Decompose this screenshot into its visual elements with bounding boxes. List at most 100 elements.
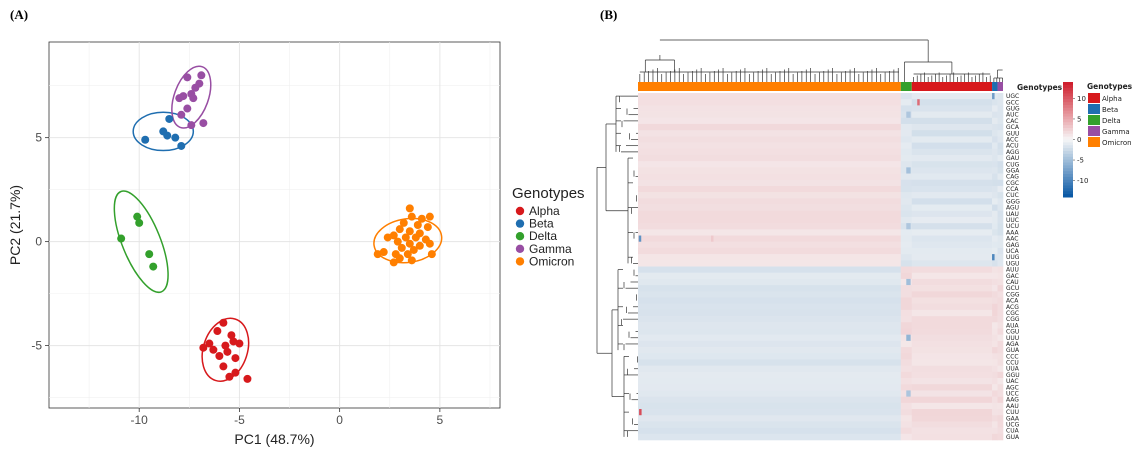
heatmap-cell [638, 161, 902, 168]
point-beta [165, 114, 174, 123]
heatmap-cell [997, 365, 1004, 373]
heatmap-cell [900, 154, 913, 162]
heatmap-cell [997, 260, 1004, 267]
heatmap-cell [900, 303, 913, 311]
heatmap-cell [997, 328, 1004, 335]
heatmap-cell [992, 198, 998, 205]
row-label: ACG [1006, 304, 1019, 311]
point-alpha [215, 352, 224, 361]
colorbar-tick-label: 5 [1077, 115, 1081, 123]
heatmap-cell [997, 378, 1004, 385]
heatmap-cell [638, 285, 902, 292]
heatmap-cell [911, 216, 993, 224]
point-omicron [405, 227, 414, 236]
heatmap-cell [992, 409, 998, 416]
heatmap-cell [911, 309, 993, 317]
point-gamma [187, 121, 196, 130]
heatmap-row-labels: UGCGCCGUGAUCCACGCAGUUACCACUAGGGAUCUGGGAC… [1006, 93, 1020, 441]
heatmap-cell [997, 309, 1004, 317]
point-gamma [177, 110, 186, 119]
heatmap-cell [992, 216, 998, 224]
heatmap-cell [906, 167, 911, 174]
heatmap-cell [911, 247, 993, 255]
heatmap-cell [992, 303, 998, 311]
row-label: GAA [1006, 415, 1020, 422]
heatmap-cell [992, 402, 998, 410]
heatmap-cell [900, 192, 913, 199]
row-label: CGU [1006, 329, 1019, 336]
heatmap-cell [900, 216, 913, 224]
heatmap-cell [997, 105, 1004, 112]
heatmap-cell [997, 272, 1004, 280]
point-omicron [405, 204, 414, 213]
legend-label-omicron: Omicron [529, 254, 574, 268]
heatmap-cell [638, 421, 902, 428]
heatmap-cell [911, 322, 993, 329]
colorbar-step [1063, 90, 1073, 94]
point-omicron [379, 248, 388, 257]
row-label: AUA [1006, 322, 1019, 329]
colorbar-step [1063, 107, 1073, 112]
heatmap-cell [992, 427, 998, 435]
heatmap-cell [900, 365, 913, 373]
row-label: CGC [1006, 180, 1019, 187]
colorbar-step [1063, 142, 1073, 146]
heatmap-cell [997, 359, 1004, 366]
heatmap-cell [992, 322, 998, 329]
heatmap-cell [992, 93, 995, 100]
heatmap-cell [911, 402, 993, 410]
heatmap-cell [906, 111, 911, 119]
heatmap-cell [997, 297, 1004, 304]
heatmap-cells [638, 93, 1004, 441]
row-label: CAU [1006, 279, 1019, 286]
row-label: GUA [1006, 347, 1020, 354]
heatmap-cell [992, 291, 998, 298]
heatmap-cell [992, 297, 998, 304]
heatmap-cell [997, 384, 1004, 391]
heatmap-cell [900, 173, 913, 181]
heatmap-cell [911, 390, 993, 397]
heatmap-cell [992, 390, 998, 397]
point-alpha [223, 347, 232, 356]
heatmap-cell [900, 415, 913, 422]
heatmap-cell [638, 111, 902, 119]
heatmap-cell [992, 130, 998, 137]
heatmap-cell [900, 130, 913, 137]
heatmap-cell [911, 148, 993, 156]
heatmap-cell [997, 179, 1004, 187]
heatmap-cell [997, 421, 1004, 428]
heatmap-cell [911, 278, 993, 286]
heatmap-cell [911, 353, 993, 360]
panel-b-label: (B) [600, 7, 617, 22]
row-label: GAU [1006, 155, 1019, 162]
heatmap-cell [906, 390, 911, 397]
heatmap-cell [997, 117, 1004, 125]
heatmap-cell [911, 179, 993, 187]
heatmap-cell [992, 396, 998, 404]
heatmap-cell [638, 433, 902, 441]
heatmap-cell [900, 105, 913, 112]
genotype-legend-key-alpha [1088, 93, 1100, 103]
colorbar-step [1063, 139, 1073, 143]
heatmap-cell [997, 334, 1004, 342]
x-tick-label: 5 [437, 413, 444, 427]
heatmap-cell [911, 297, 993, 304]
heatmap-cell [911, 161, 993, 168]
heatmap-cell [638, 235, 642, 242]
row-label: GAC [1006, 273, 1019, 280]
row-label: UUC [1006, 217, 1019, 224]
row-label: GUG [1006, 105, 1020, 112]
heatmap-cell [997, 427, 1004, 435]
pca-plot: -10 -5 0 5 -5 0 5 [31, 41, 501, 427]
heatmap-cell [900, 260, 913, 267]
heatmap-cell [911, 433, 993, 441]
colorbar-step [1063, 165, 1073, 169]
heatmap-cell [639, 409, 642, 416]
heatmap-cell [900, 384, 913, 391]
colorbar-step [1063, 174, 1073, 178]
heatmap-cell [906, 223, 911, 230]
heatmap-cell [911, 93, 993, 100]
heatmap-cell [900, 136, 913, 143]
legend-key-alpha [515, 206, 525, 216]
